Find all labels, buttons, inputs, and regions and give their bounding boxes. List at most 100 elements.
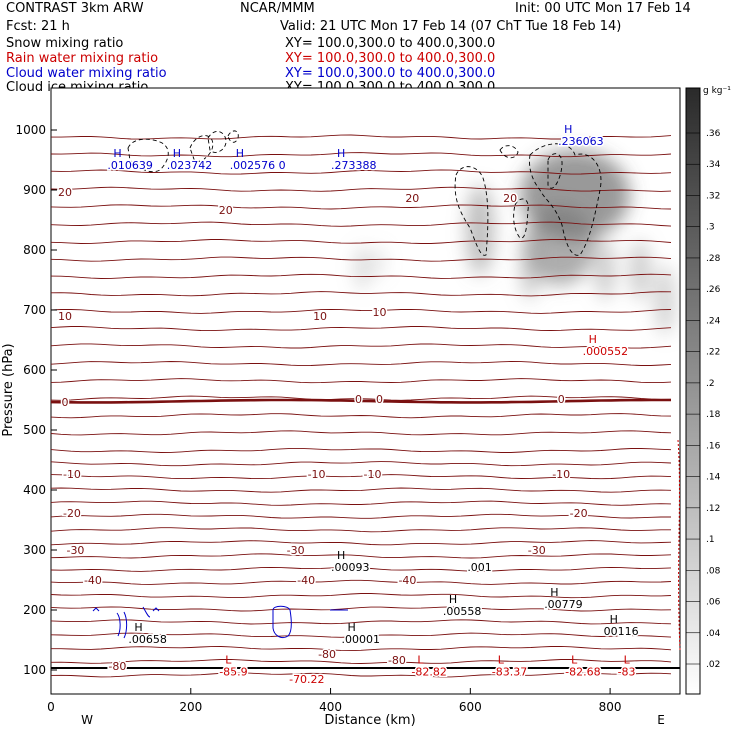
isotherm-label: -10 <box>308 468 326 481</box>
isotherm-line <box>51 361 672 367</box>
x-tick-label: 200 <box>179 700 202 714</box>
isotherm-label: -40 <box>398 574 416 587</box>
cloud-ice-contour <box>529 143 602 256</box>
extremum-marker: H <box>589 333 597 346</box>
extremum-value: .023742 <box>167 159 213 172</box>
isotherm-label: 20 <box>405 192 419 205</box>
cloud-ice-contour <box>499 145 519 159</box>
isotherm-label: 0 <box>558 393 565 406</box>
isotherm-line <box>51 273 672 279</box>
snow-shading-streak <box>630 240 650 300</box>
colorbar-tick-label: .32 <box>706 191 720 201</box>
cloud-water-contour <box>116 611 128 639</box>
isotherm-line <box>51 221 672 227</box>
isotherm-label: -80 <box>108 660 126 673</box>
field-name-rain: Rain water mixing ratio <box>6 51 159 66</box>
extremum-value: 0 <box>279 159 286 172</box>
isotherm-label: -10 <box>364 468 382 481</box>
x-tick-label: 600 <box>459 700 482 714</box>
colorbar-tick-label: .02 <box>706 660 720 670</box>
isotherm-line <box>51 513 671 519</box>
isotherm-label: -40 <box>297 574 315 587</box>
y-tick-label: 900 <box>23 183 46 197</box>
y-tick-label: 700 <box>23 303 46 317</box>
x-tick-label: 0 <box>47 700 55 714</box>
colorbar-tick-label: .34 <box>706 160 721 170</box>
extremum-value: -83 <box>618 665 636 678</box>
isotherm-label: 0 <box>355 393 362 406</box>
isotherm-line <box>51 291 672 297</box>
snow-shading-streak <box>466 185 494 275</box>
temperature-isotherms <box>51 134 672 678</box>
colorbar-tick-label: .04 <box>706 629 721 639</box>
colorbar-tick-label: .36 <box>706 129 721 139</box>
extremum-value: -85.9 <box>219 665 247 678</box>
field-xy-cloud-water: XY= 100.0,300.0 to 400.0,300.0 <box>285 66 496 81</box>
isotherm-label: -30 <box>287 544 305 557</box>
snow-shading-streak <box>373 247 383 277</box>
cloud-ice-contour <box>227 130 239 143</box>
isotherm-line <box>51 540 672 546</box>
colorbar-unit: g kg⁻¹ <box>703 86 731 96</box>
cloud-ice-contour <box>454 166 489 256</box>
cloud-ice-contour <box>513 198 529 239</box>
cloud-ice-contour <box>547 153 563 189</box>
extremum-value: .236063 <box>558 135 604 148</box>
extremum-marker: H <box>449 593 457 606</box>
isotherm-label: -10 <box>552 468 570 481</box>
west-label: W <box>81 713 93 727</box>
x-tick-label: 800 <box>599 700 622 714</box>
isotherm-line <box>51 593 672 599</box>
isotherm-label: 10 <box>313 310 327 323</box>
extremum-marker: L <box>624 653 631 666</box>
colorbar-tick-label: .12 <box>706 504 720 514</box>
extremum-marker: L <box>498 653 505 666</box>
colorbar-tick-label: .14 <box>706 473 721 483</box>
extremum-marker: H <box>348 621 356 634</box>
isotherm-line <box>51 413 672 419</box>
isotherm-label: 10 <box>58 310 72 323</box>
cloud-water-contour <box>92 607 100 612</box>
x-tick-label: 400 <box>319 700 342 714</box>
y-tick-label: 400 <box>23 483 46 497</box>
isotherm-line <box>51 395 672 401</box>
isotherm-line <box>51 500 672 506</box>
extremum-marker: L <box>417 653 424 666</box>
extremum-value: 00116 <box>604 625 639 638</box>
field-xy-snow: XY= 100.0,300.0 to 400.0,300.0 <box>285 36 496 51</box>
extremum-value: .002576 <box>230 159 276 172</box>
isotherm-line <box>51 308 672 314</box>
isotherm-label: -10 <box>63 468 81 481</box>
extremum-marker: H <box>113 147 121 160</box>
cloud-ice-contour <box>189 135 214 163</box>
extremum-value: .000552 <box>583 345 629 358</box>
extremum-marker: H <box>564 123 572 136</box>
isotherm-label: -20 <box>63 507 81 520</box>
colorbar-tick-label: .2 <box>706 379 715 389</box>
y-tick-label: 500 <box>23 423 46 437</box>
figure-header: CONTRAST 3km ARW NCAR/MMM Init: 00 UTC M… <box>0 0 740 96</box>
colorbar-tick-label: .06 <box>706 598 721 608</box>
isotherm-line <box>51 378 672 384</box>
distance-axis: 0 200 400 600 800 <box>47 688 622 714</box>
isotherm-line <box>51 566 672 572</box>
y-tick-label: 1000 <box>15 123 46 137</box>
extremum-marker: H <box>550 586 558 599</box>
isotherm-label: 10 <box>372 306 386 319</box>
extremum-value: .00558 <box>443 605 482 618</box>
extremum-marker: H <box>337 549 345 562</box>
rain-water-contour <box>677 439 681 651</box>
isotherm-line <box>51 461 672 467</box>
extremum-value: -70.22 <box>289 673 324 686</box>
extrema-labels: L-85.9L-82.82L-83.37L-82.68L-83-70.22H.0… <box>106 123 640 688</box>
cloud-ice-contours <box>127 130 602 256</box>
extremum-marker: H <box>337 147 345 160</box>
extremum-value: .273388 <box>331 159 377 172</box>
isotherm-line <box>51 553 672 559</box>
isotherm-label: 20 <box>219 204 233 217</box>
organization-label: NCAR/MMM <box>240 1 315 16</box>
cloud-water-contour <box>152 607 160 612</box>
snow-shading-streak <box>595 240 615 300</box>
colorbar-tick-label: .16 <box>706 441 721 451</box>
